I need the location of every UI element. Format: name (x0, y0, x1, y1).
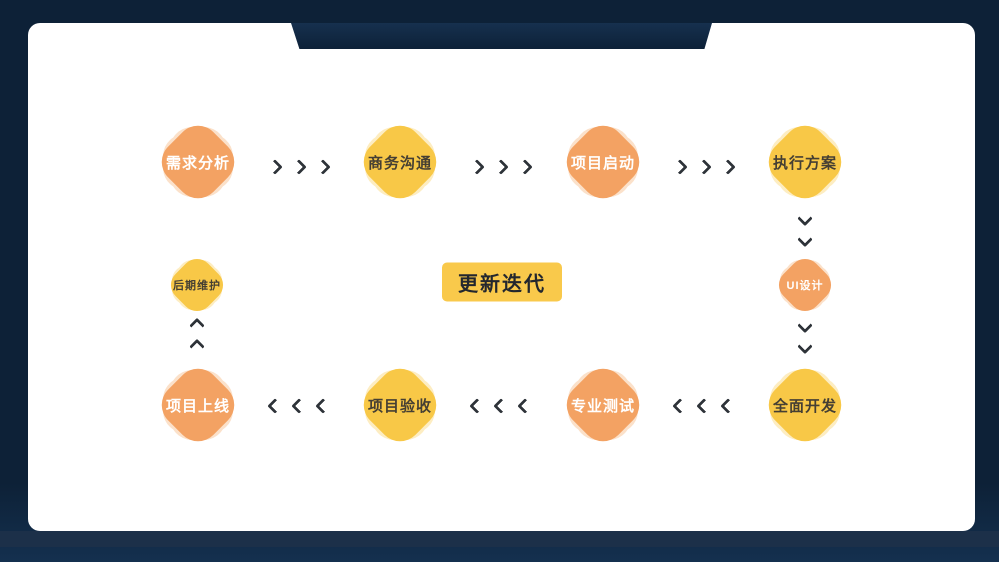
chevron-left-icon (315, 398, 331, 414)
flow-node-project-acceptance: 项目验收 (354, 359, 446, 451)
chevron-right-icon (469, 159, 485, 175)
chevron-left-icon (291, 398, 307, 414)
chevron-left-icon (469, 398, 485, 414)
flow-arrow-down (797, 210, 813, 248)
flow-node-label: 执行方案 (773, 154, 838, 172)
chevron-left-icon (517, 398, 533, 414)
chevron-right-icon (267, 159, 283, 175)
flow-node-execution-plan: 执行方案 (759, 116, 851, 208)
chevron-right-icon (696, 159, 712, 175)
flow-arrow-right (267, 159, 331, 175)
flow-arrow-right (469, 159, 533, 175)
flow-node-label: 后期维护 (173, 280, 221, 292)
flow-node-project-online: 项目上线 (152, 359, 244, 451)
top-notch-decoration (291, 23, 712, 49)
flow-arrow-up (189, 317, 205, 355)
chevron-down-icon (797, 317, 813, 334)
chevron-down-icon (797, 231, 813, 248)
flow-node-full-development: 全面开发 (759, 359, 851, 451)
chevron-right-icon (291, 159, 307, 175)
chevron-down-icon (797, 338, 813, 355)
chevron-left-icon (267, 398, 283, 414)
flow-node-ui-design: UI设计 (772, 252, 838, 318)
center-label: 更新迭代 (442, 262, 562, 302)
flow-node-label: 项目验收 (368, 397, 433, 415)
chevron-right-icon (720, 159, 736, 175)
flow-arrow-left (672, 398, 736, 414)
chevron-right-icon (493, 159, 509, 175)
flow-node-label: 项目启动 (571, 154, 636, 172)
chevron-left-icon (672, 398, 688, 414)
chevron-right-icon (315, 159, 331, 175)
flow-node-later-maintenance: 后期维护 (164, 252, 230, 318)
chevron-right-icon (517, 159, 533, 175)
flow-node-business-communication: 商务沟通 (354, 116, 446, 208)
chevron-left-icon (493, 398, 509, 414)
flow-node-label: 全面开发 (773, 397, 838, 415)
center-label-text: 更新迭代 (458, 273, 546, 296)
flow-node-label: UI设计 (786, 280, 824, 292)
flow-node-label: 专业测试 (571, 397, 636, 415)
flow-arrow-left (469, 398, 533, 414)
flow-node-label: 需求分析 (166, 154, 231, 172)
chevron-left-icon (696, 398, 712, 414)
chevron-up-icon (189, 317, 205, 334)
flow-arrow-left (267, 398, 331, 414)
card-bottom-shadow-band (0, 531, 999, 547)
flow-node-requirements-analysis: 需求分析 (152, 116, 244, 208)
flow-node-label: 项目上线 (166, 397, 231, 415)
chevron-down-icon (797, 210, 813, 227)
chevron-left-icon (720, 398, 736, 414)
flow-arrow-down (797, 317, 813, 355)
chevron-up-icon (189, 338, 205, 355)
chevron-right-icon (672, 159, 688, 175)
flow-node-professional-testing: 专业测试 (557, 359, 649, 451)
flow-node-label: 商务沟通 (368, 154, 433, 172)
flow-node-project-kickoff: 项目启动 (557, 116, 649, 208)
flow-arrow-right (672, 159, 736, 175)
